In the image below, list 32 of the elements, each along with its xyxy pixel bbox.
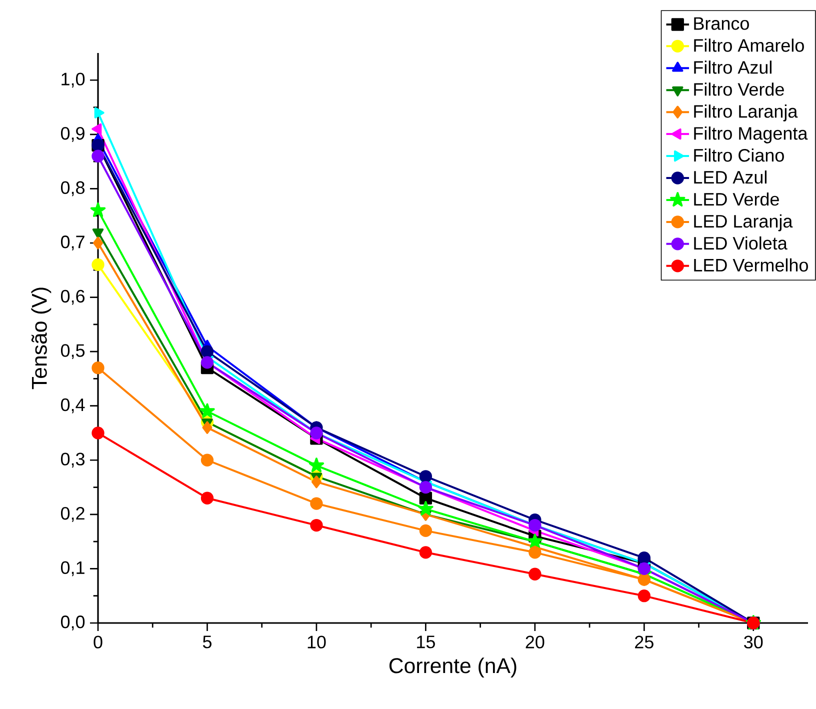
y-tick-label: 0,1: [60, 561, 84, 576]
y-tick-label: 0,5: [60, 344, 85, 359]
y-tick-label: 1,0: [62, 72, 85, 88]
x-tick-label: 5: [202, 636, 212, 648]
legend-label: Filtro Laranja: [694, 104, 798, 122]
y-tick-label: 0,4: [60, 398, 85, 414]
legend-label: LED Laranja: [694, 214, 793, 232]
x-tick-label: 20: [526, 636, 544, 648]
x-tick-label: 0: [94, 636, 102, 648]
legend-label: LED Azul: [694, 170, 766, 184]
x-axis-title: Corrente (nA): [389, 658, 516, 678]
legend-label: Filtro Azul: [694, 60, 772, 74]
legend-label: Branco: [694, 17, 749, 30]
x-tick-label: 25: [635, 636, 654, 648]
x-tick-label: 15: [417, 636, 435, 648]
legend-label: Filtro Magenta: [694, 126, 808, 144]
legend-label: Filtro Verde: [694, 82, 784, 96]
y-tick-label: 0,0: [60, 616, 85, 630]
legend-label: Filtro Amarelo: [694, 38, 804, 52]
legend-label: LED Verde: [694, 192, 779, 206]
y-tick-label: 0,2: [60, 506, 84, 522]
y-axis-title: Tensão (V): [31, 288, 52, 390]
y-tick-label: 0,6: [60, 290, 85, 305]
legend-label: Filtro Ciano: [694, 148, 784, 162]
y-tick-label: 0,8: [60, 181, 85, 196]
y-tick-label: 0,7: [60, 236, 84, 250]
x-tick-label: 30: [744, 636, 763, 648]
y-tick-label: 0,3: [60, 452, 85, 468]
legend-label: LED Vermelho: [694, 258, 808, 272]
legend-label: LED Violeta: [694, 236, 788, 250]
x-tick-label: 10: [308, 636, 326, 648]
y-tick-label: 0,9: [60, 126, 84, 142]
